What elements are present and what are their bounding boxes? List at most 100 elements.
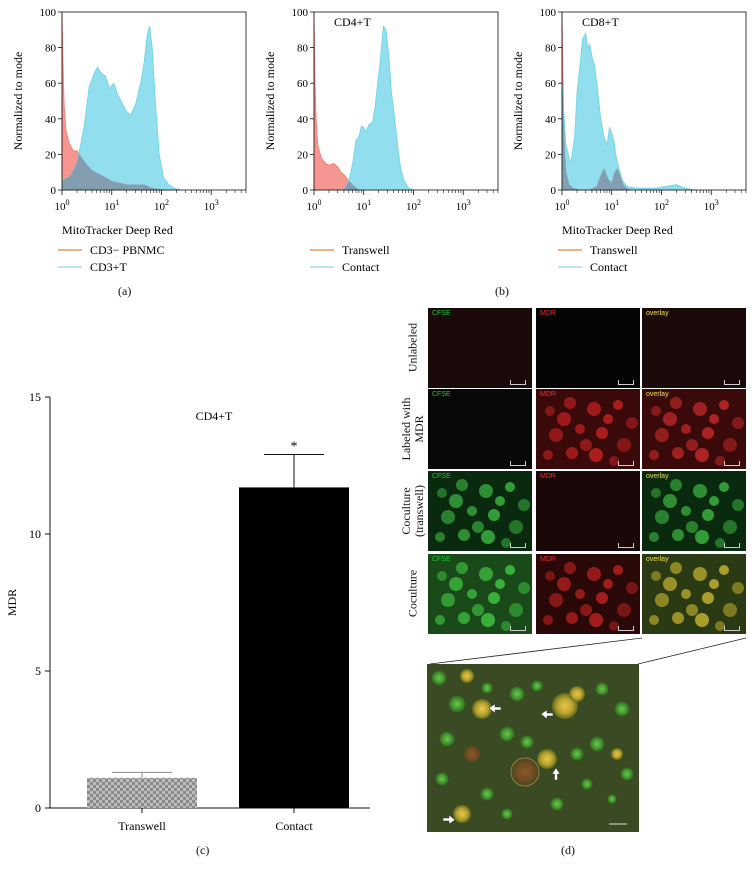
y-tick-label: 100: [292, 7, 309, 19]
microscopy-grid: Unlabeled CFSE MDR overlay Labeled with MDR C…: [399, 305, 756, 645]
series-area-1: [313, 11, 361, 191]
cell: [481, 530, 495, 544]
scale-bar: [510, 543, 526, 548]
cell: [575, 424, 585, 434]
channel-label: CFSE: [432, 556, 451, 563]
channel-label: MDR: [540, 391, 556, 398]
y-tick-label: 0: [551, 185, 557, 197]
cell: [693, 567, 707, 581]
histogram-b-cd4-plot: 0 20 40 60 80 100 100 101 102 103 Normalized to mo…: [263, 7, 499, 274]
cell: [437, 571, 447, 581]
bar-transwell: [87, 777, 197, 808]
y-tick-label: 0: [303, 185, 309, 197]
overlap-area: [62, 154, 246, 190]
cell: [686, 521, 698, 533]
cell: [441, 593, 455, 607]
cell: [670, 479, 682, 491]
cell: [545, 571, 555, 581]
cell: [479, 484, 493, 498]
cell: [626, 417, 638, 429]
scale-bar: [724, 543, 740, 548]
cell: [441, 510, 455, 524]
cell: [501, 621, 511, 631]
cell: [609, 456, 619, 466]
x-tick-label: 102: [406, 198, 421, 213]
y-tick-label: 40: [297, 114, 309, 126]
legend-label-1: Transwell: [590, 243, 638, 257]
y-tick-label: 40: [45, 114, 57, 126]
channel-label: CFSE: [432, 473, 451, 480]
legend-label-2: CD3+T: [90, 260, 127, 274]
x-axis-label: MitoTracker Deep Red: [562, 223, 673, 237]
y-axis-label: Normalized to mode: [511, 52, 525, 151]
scale-bar: [510, 626, 526, 631]
legend-label-1: CD3− PBNMC: [90, 243, 164, 257]
channel-label: MDR: [540, 310, 556, 317]
chart-title: CD8+T: [582, 15, 619, 29]
x-tick-label: 103: [456, 198, 471, 213]
cell: [702, 509, 714, 521]
cell: [681, 424, 691, 434]
cells: [435, 479, 530, 548]
micrograph-2-mdr: MDR: [536, 389, 640, 469]
cell: [505, 482, 515, 492]
cell: [435, 532, 445, 542]
cell: [651, 571, 661, 581]
x-tick-label: 103: [204, 198, 219, 213]
cell: [543, 450, 553, 460]
cell: [495, 496, 505, 506]
row-label-2: Labeled with MDR: [399, 397, 426, 461]
cell: [663, 577, 677, 591]
series-area-2: [343, 25, 414, 191]
y-tick-label: 60: [297, 78, 309, 90]
y-tick-label: 10: [29, 527, 41, 541]
channel-label: MDR: [540, 556, 556, 563]
cell: [603, 579, 613, 589]
cell: [681, 589, 691, 599]
x-tick-label: 100: [307, 198, 322, 213]
cell: [693, 484, 707, 498]
cell: [589, 613, 603, 627]
cell: [580, 439, 592, 451]
cell: [670, 562, 682, 574]
cell: [437, 488, 447, 498]
cell: [702, 592, 714, 604]
cell: [709, 579, 719, 589]
y-tick-label: 100: [540, 7, 557, 19]
cell: [663, 494, 677, 508]
y-tick-label: 0: [51, 185, 57, 197]
cell: [649, 450, 659, 460]
panel-label-a: (a): [118, 284, 132, 298]
micrograph-4-cfse: CFSE: [428, 554, 532, 634]
cells: [543, 397, 638, 466]
cells: [649, 562, 744, 631]
scale-bar: [618, 626, 634, 631]
histogram-chart-b-cd8: 0 20 40 60 80 100 100 101 102 103 Normalized to mo…: [511, 7, 747, 274]
zoom-connector: [429, 637, 747, 665]
cell: [472, 521, 484, 533]
histogram-b-cd8-plot: 0 20 40 60 80 100 100 101 102 103 Normalized to mo…: [511, 7, 747, 274]
cell: [467, 589, 477, 599]
legend-label-2: Contact: [342, 260, 380, 274]
cell: [686, 439, 698, 451]
y-tick-label: 100: [40, 7, 57, 19]
cell: [715, 621, 725, 631]
cell: [545, 406, 555, 416]
cell: [732, 417, 744, 429]
histogram-chart-b-cd4: 0 20 40 60 80 100 100 101 102 103 Normalized to mo…: [263, 7, 499, 274]
scale-bar: [724, 626, 740, 631]
micrograph-1-overlay: overlay: [642, 308, 746, 388]
scale-bar: [510, 461, 526, 466]
x-tick-label: 103: [704, 198, 719, 213]
y-tick-label: 20: [45, 149, 57, 161]
y-tick-label: 0: [35, 801, 41, 815]
series-area-2: [561, 32, 697, 191]
chart-title: CD4+T: [196, 409, 233, 423]
chart-title: CD4+T: [334, 15, 371, 29]
histogram-chart-a: 0 20 40 60 80 100 100 101 102 103 Normalized to mo…: [11, 7, 247, 274]
micrograph-3-cfse: CFSE: [428, 471, 532, 551]
cell: [663, 412, 677, 426]
panel-label-b: (b): [495, 284, 509, 298]
cell: [458, 612, 470, 624]
row-label-3: Coculture (transwell): [399, 485, 426, 537]
